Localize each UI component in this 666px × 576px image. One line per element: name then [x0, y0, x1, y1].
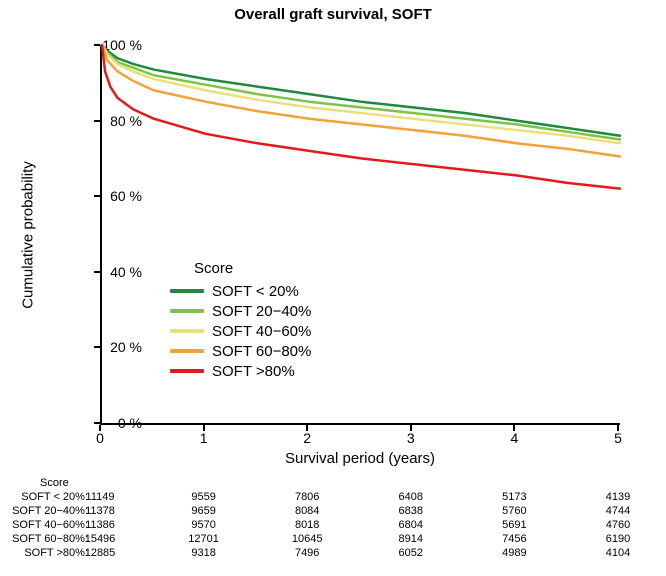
- legend-label: SOFT >80%: [212, 363, 295, 380]
- legend-item: SOFT 40−60%: [170, 321, 311, 341]
- x-tick-label: 4: [510, 430, 518, 446]
- legend-label: SOFT 20−40%: [212, 303, 311, 320]
- risk-row: SOFT < 20%:11149 9559 7806 6408 5173 4139: [0, 490, 666, 504]
- risk-cell: 6838: [399, 504, 423, 518]
- risk-cell: 5173: [502, 490, 526, 504]
- legend-rows: SOFT < 20% SOFT 20−40% SOFT 40−60% SOFT 60−…: [170, 281, 311, 381]
- x-tick-mark: [410, 425, 412, 431]
- legend-swatch: [170, 289, 204, 293]
- x-axis-label: Survival period (years): [100, 450, 620, 467]
- risk-cell: 9659: [191, 504, 215, 518]
- legend-item: SOFT 60−80%: [170, 341, 311, 361]
- risk-cell: 8018: [295, 518, 319, 532]
- risk-cell: 15496: [85, 532, 116, 546]
- risk-row: SOFT 60−80%:15496 12701 10645 8914 7456 6190: [0, 532, 666, 546]
- risk-cell: 11378: [85, 504, 115, 518]
- risk-row-label: SOFT 40−60%:: [0, 518, 90, 532]
- risk-cell: 8914: [399, 532, 423, 546]
- risk-cell: 12885: [85, 546, 116, 560]
- legend-swatch: [170, 369, 204, 373]
- x-tick-label: 0: [96, 430, 104, 446]
- x-tick-mark: [306, 425, 308, 431]
- risk-cell: 4139: [606, 490, 630, 504]
- series-line: [102, 45, 620, 136]
- risk-cell: 4104: [606, 546, 630, 560]
- risk-cell: 6408: [399, 490, 423, 504]
- risk-cell: 4760: [606, 518, 630, 532]
- risk-table-header: Score: [40, 476, 69, 490]
- risk-cell: 6190: [606, 532, 630, 546]
- risk-row: SOFT 20−40%:11378 9659 8084 6838 5760 4744: [0, 504, 666, 518]
- legend-swatch: [170, 309, 204, 313]
- legend-swatch: [170, 349, 204, 353]
- legend-label: SOFT < 20%: [212, 283, 299, 300]
- x-tick-mark: [617, 425, 619, 431]
- legend-item: SOFT >80%: [170, 361, 311, 381]
- risk-cell: 9570: [191, 518, 215, 532]
- chart-title: Overall graft survival, SOFT: [0, 6, 666, 23]
- risk-cell: 9318: [191, 546, 215, 560]
- risk-cell: 6052: [399, 546, 423, 560]
- risk-row-label: SOFT < 20%:: [0, 490, 90, 504]
- legend-label: SOFT 60−80%: [212, 343, 311, 360]
- x-tick-label: 5: [614, 430, 622, 446]
- legend-swatch: [170, 329, 204, 333]
- risk-cell: 7456: [502, 532, 526, 546]
- chart-container: { "chart": { "type": "line", "title": "O…: [0, 0, 666, 576]
- x-tick-label: 2: [303, 430, 311, 446]
- risk-cell: 5760: [502, 504, 526, 518]
- risk-row-label: SOFT 20−40%:: [0, 504, 90, 518]
- risk-cell: 7806: [295, 490, 319, 504]
- risk-cell: 9559: [191, 490, 215, 504]
- risk-row-label: SOFT >80%:: [0, 546, 90, 560]
- x-tick-mark: [99, 425, 101, 431]
- risk-cell: 10645: [292, 532, 323, 546]
- legend-title: Score: [194, 260, 311, 277]
- risk-cell: 8084: [295, 504, 319, 518]
- risk-row: SOFT >80%:12885 9318 7496 6052 4989 4104: [0, 546, 666, 560]
- risk-cell: 11149: [86, 490, 115, 504]
- x-tick-label: 1: [200, 430, 208, 446]
- legend-label: SOFT 40−60%: [212, 323, 311, 340]
- legend-item: SOFT 20−40%: [170, 301, 311, 321]
- x-tick-mark: [203, 425, 205, 431]
- x-tick-mark: [513, 425, 515, 431]
- risk-row: SOFT 40−60%:11386 9570 8018 6804 5691 4760: [0, 518, 666, 532]
- legend-item: SOFT < 20%: [170, 281, 311, 301]
- y-axis-label: Cumulative probability: [20, 161, 37, 309]
- legend: Score SOFT < 20%SOFT 20−40%SOFT 40−60%SO…: [170, 260, 311, 381]
- x-tick-label: 3: [407, 430, 415, 446]
- risk-row-label: SOFT 60−80%:: [0, 532, 90, 546]
- risk-cell: 6804: [399, 518, 423, 532]
- series-line: [102, 45, 620, 189]
- risk-cell: 4744: [606, 504, 630, 518]
- risk-cell: 4989: [502, 546, 526, 560]
- risk-cell: 11386: [85, 518, 115, 532]
- risk-cell: 5691: [502, 518, 526, 532]
- risk-cell: 12701: [188, 532, 219, 546]
- risk-cell: 7496: [295, 546, 319, 560]
